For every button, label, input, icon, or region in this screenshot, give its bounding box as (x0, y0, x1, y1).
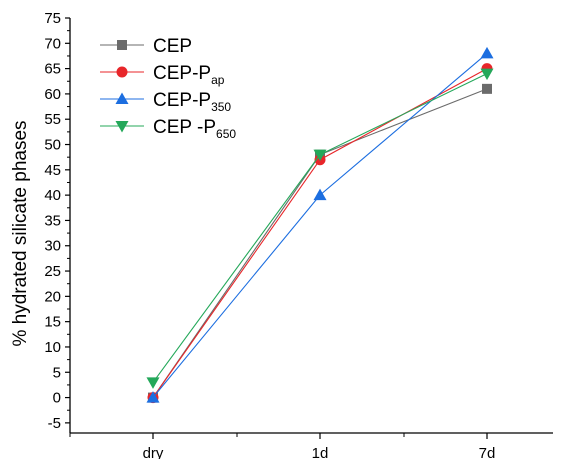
legend-label-main: CEP-P (153, 90, 211, 111)
y-tick-label: 55 (44, 111, 61, 128)
y-tick-label: 10 (44, 339, 61, 356)
y-tick-label: 75 (44, 10, 61, 27)
y-tick-label: 35 (44, 212, 61, 229)
y-tick-label: 0 (53, 390, 61, 407)
y-tick-label: 25 (44, 263, 61, 280)
marker-triangle-down (313, 149, 327, 162)
marker-triangle-up (480, 46, 494, 59)
x-tick-label: 7d (479, 445, 496, 459)
y-tick-label: 60 (44, 86, 61, 103)
y-tick-label: 30 (44, 238, 61, 255)
legend-label-main: CEP (153, 36, 192, 57)
legend-label: CEP -P650 (153, 117, 236, 141)
marker-triangle-up (115, 92, 129, 104)
y-tick-label: -5 (48, 415, 61, 432)
y-tick-label: 50 (44, 137, 61, 154)
marker-triangle-down (146, 377, 160, 389)
y-tick-label: 70 (44, 35, 61, 52)
y-tick-label: 65 (44, 61, 61, 78)
y-axis-title: % hydrated silicate phases (10, 120, 31, 346)
x-tick-label: 1d (312, 445, 329, 459)
legend-label-main: CEP -P (153, 117, 216, 138)
y-tick-label: 20 (44, 288, 61, 305)
series-4 (146, 68, 494, 389)
marker-triangle-up (146, 391, 160, 403)
marker-triangle-down (480, 68, 494, 81)
legend-label: CEP-P350 (153, 90, 231, 114)
x-tick-label: dry (143, 445, 164, 459)
legend-label-subscript: 350 (211, 100, 231, 114)
legend-label-subscript: 650 (216, 127, 236, 141)
marker-triangle-down (115, 121, 129, 133)
y-tick-label: 45 (44, 162, 61, 179)
legend-item: CEP-Pap (100, 63, 225, 87)
legend-label-main: CEP-P (153, 63, 211, 84)
legend-item: CEP-P350 (100, 90, 231, 114)
legend-item: CEP -P650 (100, 117, 236, 141)
axes: -5 0 5 10 15 20 25 30 35 40 45 50 55 60 65 70 75 dry 1d 7d (44, 10, 553, 459)
y-tick-label: 5 (53, 364, 61, 381)
series-2 (147, 63, 493, 404)
marker-circle (116, 66, 128, 78)
legend-label: CEP-Pap (153, 63, 225, 87)
legend-item: CEP (100, 36, 192, 57)
plot-area (146, 46, 494, 404)
marker-square (117, 40, 127, 50)
legend-label: CEP (153, 36, 192, 57)
y-tick-label: 15 (44, 314, 61, 331)
marker-square (482, 83, 492, 94)
marker-triangle-up (313, 188, 327, 201)
legend-label-subscript: ap (211, 73, 225, 87)
y-tick-label: 40 (44, 187, 61, 204)
